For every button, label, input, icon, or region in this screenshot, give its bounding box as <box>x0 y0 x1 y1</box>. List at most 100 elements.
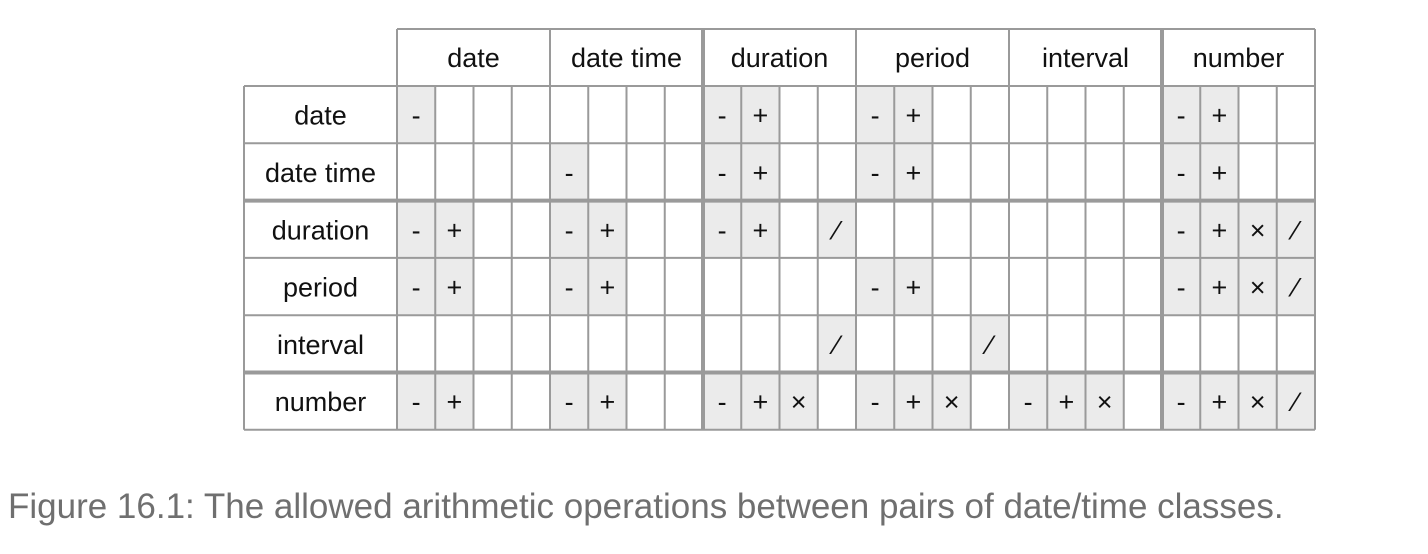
operation-symbol: - <box>718 387 727 417</box>
allowed-op-cell <box>550 257 589 316</box>
column-header: interval <box>1042 43 1129 73</box>
operation-symbol: × <box>944 387 960 417</box>
operation-symbol: × <box>1250 215 1266 245</box>
empty-cell <box>588 315 627 373</box>
empty-cell <box>1276 86 1315 144</box>
allowed-op-cell <box>779 372 818 430</box>
empty-cell <box>779 315 818 373</box>
empty-cell <box>550 86 589 144</box>
allowed-op-cell <box>435 200 474 258</box>
row-header: date time <box>265 158 376 188</box>
row-header: period <box>283 273 358 303</box>
allowed-op-cell <box>1162 372 1201 430</box>
operation-symbol: × <box>1250 273 1266 303</box>
operation-symbol: - <box>871 387 880 417</box>
allowed-op-cell <box>703 143 742 201</box>
empty-cell <box>1123 200 1162 258</box>
allowed-op-cell <box>1200 372 1239 430</box>
empty-cell <box>1085 315 1124 373</box>
allowed-op-cell <box>1238 257 1277 316</box>
operation-symbol: + <box>446 215 462 245</box>
allowed-op-cell <box>703 372 742 430</box>
allowed-op-cell <box>741 86 780 144</box>
empty-cell <box>588 143 627 201</box>
allowed-op-cell <box>588 372 627 430</box>
empty-cell <box>1009 86 1048 144</box>
empty-cell <box>1123 257 1162 316</box>
allowed-op-cell <box>397 200 436 258</box>
operation-symbol: - <box>565 387 574 417</box>
empty-cell <box>1047 143 1086 201</box>
empty-cell <box>511 86 550 144</box>
empty-cell <box>970 200 1009 258</box>
empty-cell <box>435 143 474 201</box>
allowed-op-cell <box>1200 257 1239 316</box>
operation-symbol: - <box>565 273 574 303</box>
allowed-op-cell <box>550 143 589 201</box>
empty-cell <box>856 200 895 258</box>
empty-cell <box>397 143 436 201</box>
empty-cell <box>779 86 818 144</box>
empty-cell <box>1047 315 1086 373</box>
empty-cell <box>894 315 933 373</box>
operation-symbol: - <box>871 158 880 188</box>
empty-cell <box>932 200 971 258</box>
column-header: duration <box>731 43 829 73</box>
empty-cell <box>970 86 1009 144</box>
operation-symbol: + <box>599 215 615 245</box>
empty-cell <box>817 143 856 201</box>
allowed-op-cell <box>1238 200 1277 258</box>
empty-cell <box>1276 143 1315 201</box>
allowed-op-cell <box>1200 200 1239 258</box>
empty-cell <box>397 315 436 373</box>
operation-symbol: + <box>905 273 921 303</box>
figure-caption: Figure 16.1: The allowed arithmetic oper… <box>8 487 1284 526</box>
empty-cell <box>779 143 818 201</box>
operation-symbol: + <box>446 273 462 303</box>
allowed-op-cell <box>1276 200 1315 258</box>
empty-cell <box>435 315 474 373</box>
empty-cell <box>511 143 550 201</box>
operation-symbol: × <box>791 387 807 417</box>
empty-cell <box>626 315 665 373</box>
operation-symbol: - <box>1024 387 1033 417</box>
allowed-op-cell <box>970 315 1009 373</box>
empty-cell <box>1047 200 1086 258</box>
allowed-op-cell <box>817 200 856 258</box>
allowed-op-cell <box>1047 372 1086 430</box>
empty-cell <box>626 200 665 258</box>
empty-cell <box>1047 86 1086 144</box>
empty-cell <box>473 200 512 258</box>
allowed-op-cell <box>1200 86 1239 144</box>
empty-cell <box>664 315 703 373</box>
operation-symbol: × <box>1250 387 1266 417</box>
operation-symbol: + <box>905 158 921 188</box>
empty-cell <box>1009 315 1048 373</box>
empty-cell <box>1123 86 1162 144</box>
empty-cell <box>970 257 1009 316</box>
operation-symbol: - <box>718 215 727 245</box>
empty-cell <box>1009 143 1048 201</box>
allowed-op-cell <box>894 372 933 430</box>
operation-symbol: - <box>1177 387 1186 417</box>
allowed-op-cell <box>703 86 742 144</box>
empty-cell <box>1200 315 1239 373</box>
operation-symbol: + <box>752 215 768 245</box>
grid-lines <box>243 28 1316 431</box>
allowed-op-cell <box>894 143 933 201</box>
allowed-op-cell <box>741 200 780 258</box>
operation-symbol: + <box>905 387 921 417</box>
empty-cell <box>511 372 550 430</box>
row-header: interval <box>277 330 364 360</box>
empty-cell <box>1085 143 1124 201</box>
empty-cell <box>970 372 1009 430</box>
column-header: date time <box>571 43 682 73</box>
empty-cell <box>1123 143 1162 201</box>
empty-cell <box>1047 257 1086 316</box>
allowed-op-cell <box>397 86 436 144</box>
empty-cell <box>435 86 474 144</box>
column-header: date <box>447 43 500 73</box>
empty-cell <box>1009 200 1048 258</box>
operation-symbol: + <box>752 158 768 188</box>
allowed-op-cell <box>856 143 895 201</box>
